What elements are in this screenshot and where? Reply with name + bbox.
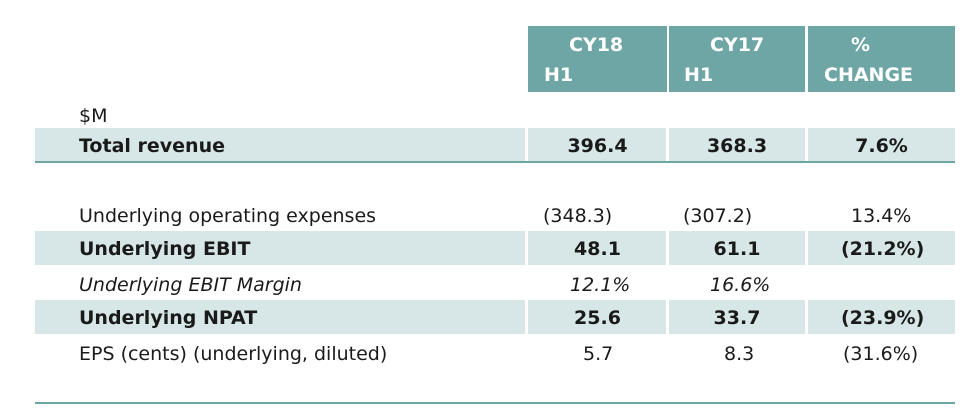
row-npat-change: (23.9%) — [841, 307, 925, 329]
header-cy18-line2: H1 — [544, 64, 574, 86]
row-npat-cy18: 25.6 — [574, 307, 621, 329]
row-ebit-change: (21.2%) — [841, 238, 925, 260]
band-total-revenue — [35, 128, 955, 161]
header-change-line1: % — [851, 34, 871, 56]
row-eps-cy18: 5.7 — [583, 343, 614, 365]
row-ebit-margin-cy17: 16.6% — [710, 274, 771, 296]
row-ebit-margin-cy18: 12.1% — [570, 274, 631, 296]
header-change-line2: CHANGE — [824, 64, 914, 86]
row-npat-cy17: 33.7 — [713, 307, 761, 329]
row-opex-cy18: (348.3) — [543, 205, 613, 227]
row-ebit-cy17: 61.1 — [713, 238, 761, 260]
header-cy18: CY18 H1 — [528, 26, 667, 92]
header-cy17: CY17 H1 — [669, 26, 805, 92]
row-ebit-cy18: 48.1 — [574, 238, 621, 260]
row-eps-change: (31.6%) — [843, 343, 919, 365]
row-total-revenue-cy18: 396.4 — [567, 135, 628, 157]
row-ebit-label: Underlying EBIT — [79, 238, 251, 260]
header-cy18-line1: CY18 — [569, 34, 624, 56]
row-ebit-margin-label: Underlying EBIT Margin — [79, 274, 302, 296]
rule-total-revenue — [35, 161, 955, 163]
row-total-revenue-change: 7.6% — [855, 135, 908, 157]
row-opex-label: Underlying operating expenses — [79, 205, 377, 227]
header-cy17-line1: CY17 — [710, 34, 765, 56]
rule-table-bottom — [35, 402, 955, 404]
band-npat — [35, 300, 955, 334]
row-eps-label: EPS (cents) (underlying, diluted) — [79, 343, 388, 365]
row-total-revenue-label: Total revenue — [79, 135, 225, 157]
band-ebit — [35, 231, 955, 265]
unit-label: $M — [79, 105, 108, 127]
header-cy17-line2: H1 — [684, 64, 714, 86]
row-opex-cy17: (307.2) — [683, 205, 753, 227]
row-eps-cy17: 8.3 — [724, 343, 755, 365]
header-change: % CHANGE — [808, 26, 955, 92]
row-opex-change: 13.4% — [851, 205, 912, 227]
row-total-revenue-cy17: 368.3 — [706, 135, 768, 157]
row-npat-label: Underlying NPAT — [79, 307, 258, 329]
